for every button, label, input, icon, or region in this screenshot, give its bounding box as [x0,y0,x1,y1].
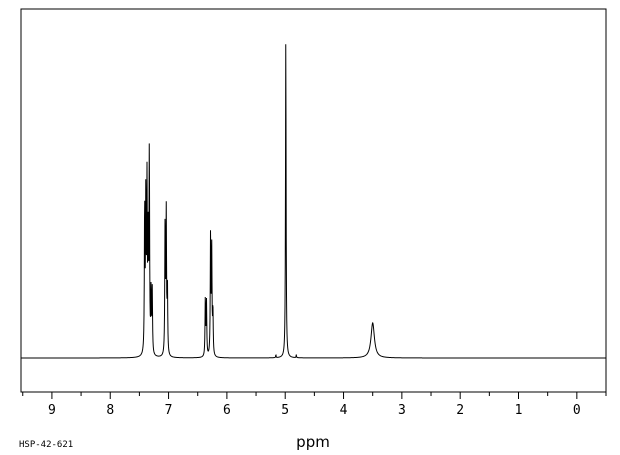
x-tick-label: 8 [106,403,114,418]
spectrum-trace [21,44,606,359]
x-axis-tick-labels: 9 8 7 6 5 4 3 2 1 0 [48,403,581,418]
x-axis-ticks [22,392,607,399]
x-tick-label: 0 [573,403,581,418]
x-tick-label: 2 [456,403,464,418]
x-axis-title: ppm [296,433,330,451]
x-tick-label: 4 [340,403,348,418]
x-tick-label: 9 [48,403,56,418]
plot-frame [20,8,607,393]
x-tick-label: 6 [223,403,231,418]
sample-id-label: HSP-42-621 [19,440,73,450]
x-tick-label: 3 [398,403,406,418]
x-tick-label: 5 [281,403,289,418]
x-tick-label: 7 [165,403,173,418]
x-tick-label: 1 [515,403,523,418]
